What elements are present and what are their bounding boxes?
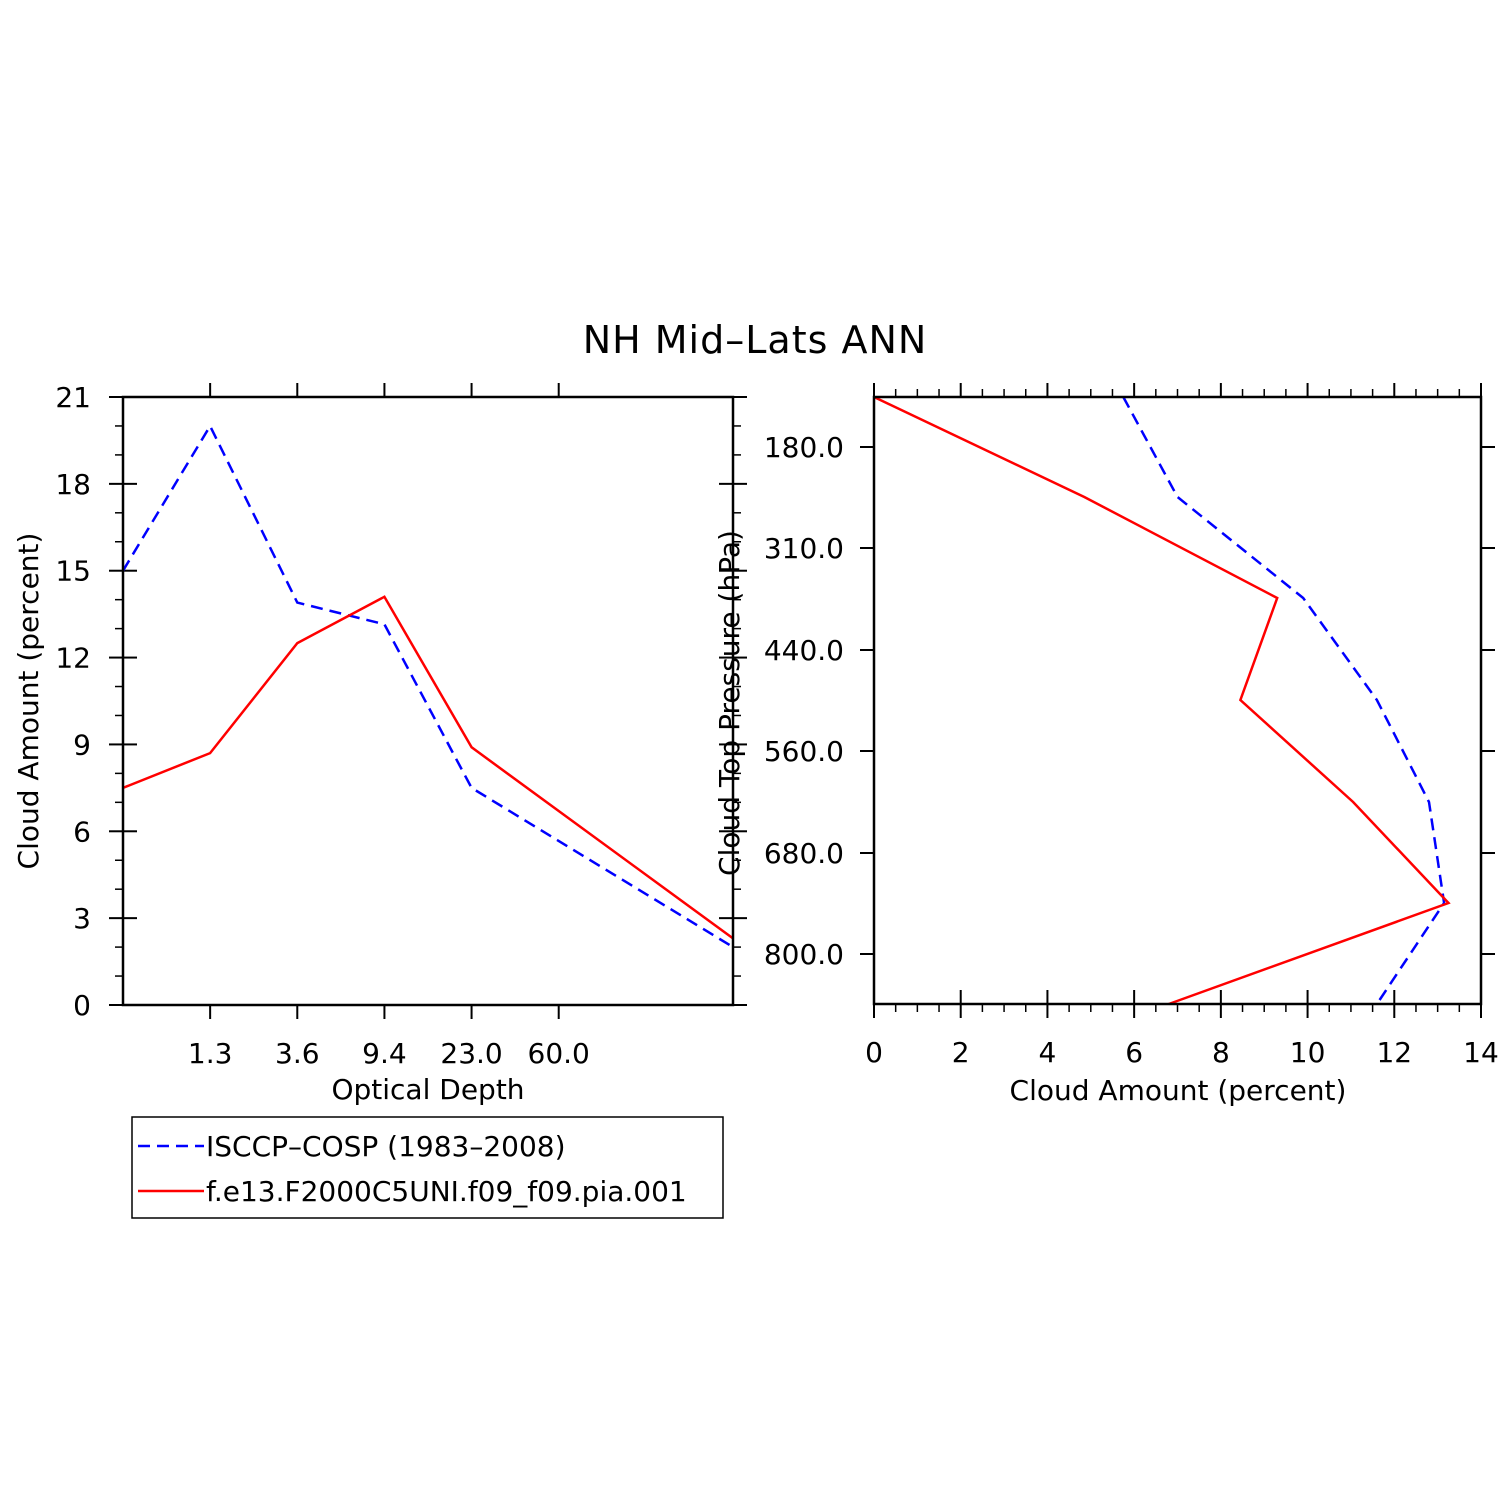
y-tick-label: 0 — [73, 989, 91, 1022]
x-tick-label: 12 — [1376, 1036, 1412, 1069]
x-tick-label: 9.4 — [362, 1037, 407, 1070]
plot-frame — [872, 395, 1483, 1006]
x-tick-label: 10 — [1290, 1036, 1326, 1069]
x-tick-label: 3.6 — [275, 1037, 320, 1070]
y-tick-label: 6 — [73, 815, 91, 848]
x-tick-label: 14 — [1463, 1036, 1499, 1069]
figure-title: NH Mid–Lats ANN — [583, 318, 928, 362]
x-axis-label: Optical Depth — [331, 1073, 524, 1106]
y-tick-label: 12 — [55, 642, 91, 675]
legend-label-isccp: ISCCP–COSP (1983–2008) — [206, 1130, 566, 1163]
x-tick-label: 1.3 — [188, 1037, 233, 1070]
y-tick-label: 15 — [55, 555, 91, 588]
plot-frame — [121, 395, 735, 1007]
x-tick-label: 0 — [865, 1036, 883, 1069]
y-axis-label: Cloud Top Pressure (hPa) — [713, 530, 746, 876]
y-tick-label: 180.0 — [764, 431, 844, 464]
y-tick-label: 9 — [73, 728, 91, 761]
x-axis-label: Cloud Amount (percent) — [1010, 1074, 1347, 1107]
y-tick-label: 3 — [73, 902, 91, 935]
series-line-isccp — [121, 423, 734, 949]
y-tick-label: 18 — [55, 468, 91, 501]
series-line-model — [122, 595, 734, 940]
x-tick-label: 60.0 — [528, 1037, 590, 1070]
y-tick-label: 800.0 — [764, 938, 844, 971]
y-tick-label: 440.0 — [764, 634, 844, 667]
x-tick-label: 2 — [952, 1036, 970, 1069]
x-tick-label: 23.0 — [440, 1037, 502, 1070]
y-tick-label: 560.0 — [764, 735, 844, 768]
legend-box — [131, 1116, 724, 1219]
legend: ISCCP–COSP (1983–2008) f.e13.F2000C5UNI.f… — [131, 1116, 724, 1219]
y-tick-label: 21 — [55, 381, 91, 414]
series-line-model — [873, 395, 1451, 1006]
x-tick-label: 4 — [1039, 1036, 1057, 1069]
legend-label-model: f.e13.F2000C5UNI.f09_f09.pia.001 — [206, 1175, 687, 1208]
x-tick-label: 6 — [1125, 1036, 1143, 1069]
x-tick-label: 8 — [1212, 1036, 1230, 1069]
y-axis-label: Cloud Amount (percent) — [12, 533, 45, 870]
y-tick-label: 310.0 — [764, 532, 844, 565]
y-tick-label: 680.0 — [764, 837, 844, 870]
series-line-isccp — [1122, 396, 1446, 1005]
cloud-top-pressure-panel: 0 2 4 6 8 10 12 14 180.0 310.0 440.0 560.0 680.0 800.… — [713, 383, 1499, 1107]
